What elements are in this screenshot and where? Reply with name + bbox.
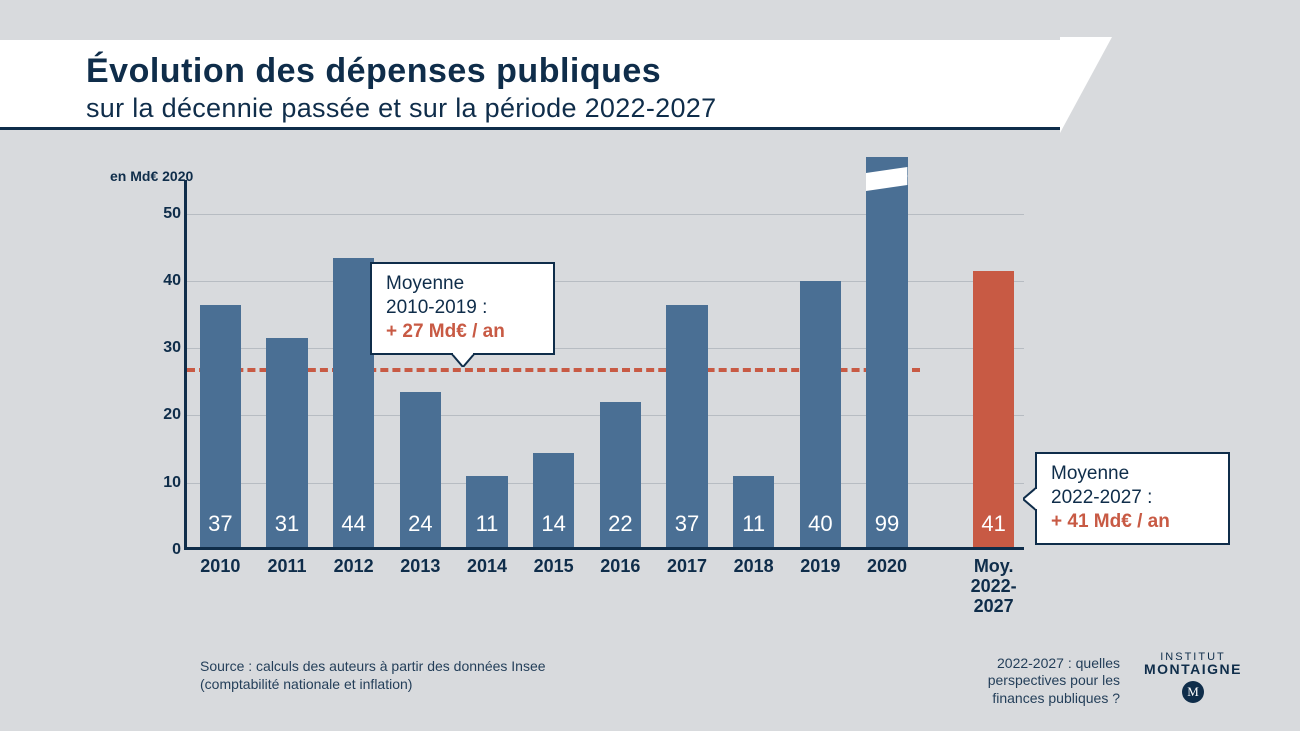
callout-line: Moyenne (386, 272, 539, 296)
bar: 11 (466, 476, 507, 547)
callout-average-2010-2019: Moyenne 2010-2019 : + 27 Md€ / an (370, 262, 555, 355)
bar: 99 (866, 157, 907, 547)
plot-area: 0102030405037201031201144201224201311201… (184, 180, 1024, 550)
bar-value-label: 37 (666, 511, 707, 537)
x-tick-label: 2012 (320, 557, 387, 577)
bar-chart: en Md€ 2020 0102030405037201031201144201… (150, 170, 1050, 580)
title-line1: Évolution des dépenses publiques (86, 52, 1060, 91)
callout-line: 2022-2027 : (1051, 486, 1214, 510)
x-tick-label: 2010 (187, 557, 254, 577)
bar: 11 (733, 476, 774, 547)
bar-value-label: 11 (733, 511, 774, 537)
x-tick-label: 2017 (654, 557, 721, 577)
callout-line: Moyenne (1051, 462, 1214, 486)
x-tick-label: 2015 (520, 557, 587, 577)
source-note: Source : calculs des auteurs à partir de… (200, 657, 546, 693)
callout-pointer-icon (1023, 487, 1037, 511)
bar-value-label: 37 (200, 511, 241, 537)
y-tick-label: 20 (157, 406, 181, 424)
bar: 44 (333, 258, 374, 547)
bar: 24 (400, 392, 441, 547)
callout-value: + 41 Md€ / an (1051, 510, 1214, 534)
x-tick-label: 2013 (387, 557, 454, 577)
source-line: (comptabilité nationale et inflation) (200, 675, 546, 693)
logo: INSTITUT MONTAIGNE M (1144, 651, 1242, 703)
axis-break-icon (866, 167, 907, 191)
callout-average-2022-2027: Moyenne 2022-2027 : + 41 Md€ / an (1035, 452, 1230, 545)
bar-value-label: 31 (266, 511, 307, 537)
bar: 37 (200, 305, 241, 547)
callout-pointer-icon (451, 353, 475, 367)
bar-value-label: 11 (466, 511, 507, 537)
y-tick-label: 10 (157, 474, 181, 492)
y-tick-label: 0 (157, 541, 181, 559)
callout-line: 2010-2019 : (386, 296, 539, 320)
y-axis-label: en Md€ 2020 (110, 168, 193, 184)
x-tick-label: 2014 (454, 557, 521, 577)
bar-value-label: 40 (800, 511, 841, 537)
y-tick-label: 40 (157, 272, 181, 290)
bar-value-label: 99 (866, 511, 907, 537)
bar-value-label: 44 (333, 511, 374, 537)
bar: 40 (800, 281, 841, 547)
bar: 41 (973, 271, 1014, 547)
x-tick-label: 2019 (787, 557, 854, 577)
bar: 14 (533, 453, 574, 547)
x-tick-label: Moy.2022-2027 (960, 557, 1027, 616)
source-line: Source : calculs des auteurs à partir de… (200, 657, 546, 675)
x-tick-label: 2016 (587, 557, 654, 577)
x-tick-label: 2011 (254, 557, 321, 577)
bar: 22 (600, 402, 641, 547)
logo-badge-icon: M (1182, 681, 1204, 703)
bar-value-label: 14 (533, 511, 574, 537)
x-tick-label: 2018 (720, 557, 787, 577)
bar: 37 (666, 305, 707, 547)
y-tick-label: 50 (157, 205, 181, 223)
bar-value-label: 41 (973, 511, 1014, 537)
bar-value-label: 22 (600, 511, 641, 537)
title-banner: Évolution des dépenses publiques sur la … (0, 40, 1060, 130)
bar-value-label: 24 (400, 511, 441, 537)
title-line2: sur la décennie passée et sur la période… (86, 93, 1060, 124)
footer-note: 2022-2027 : quelles perspectives pour le… (950, 655, 1120, 708)
bar: 31 (266, 338, 307, 547)
y-tick-label: 30 (157, 339, 181, 357)
callout-value: + 27 Md€ / an (386, 320, 539, 344)
logo-name: MONTAIGNE (1144, 661, 1242, 677)
x-tick-label: 2020 (854, 557, 921, 577)
